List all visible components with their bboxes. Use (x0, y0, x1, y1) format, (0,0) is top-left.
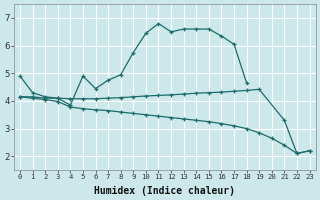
X-axis label: Humidex (Indice chaleur): Humidex (Indice chaleur) (94, 186, 235, 196)
